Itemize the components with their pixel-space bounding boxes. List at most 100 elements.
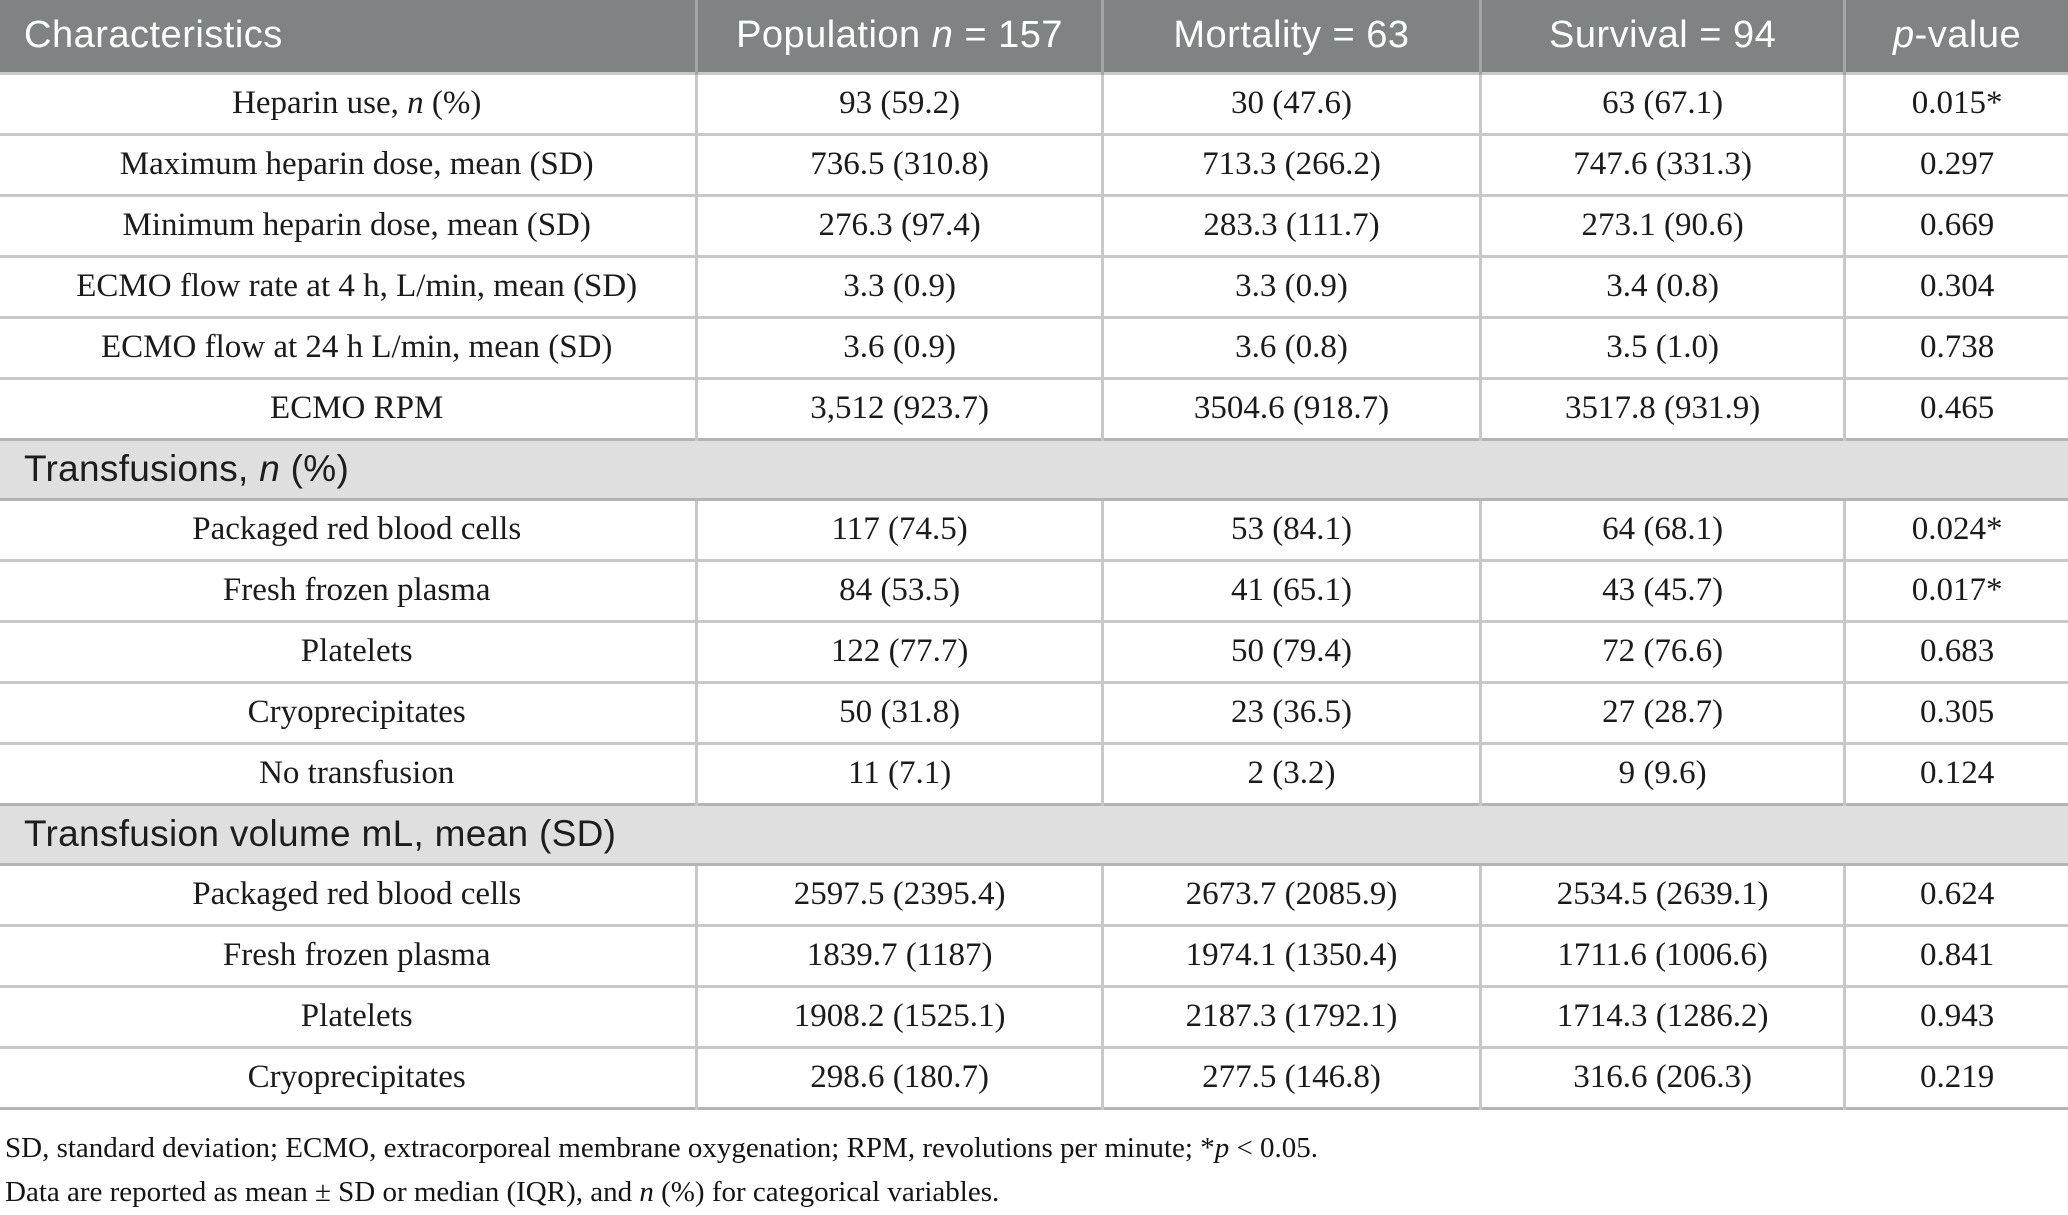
table-row: ECMO RPM 3,512 (923.7) 3504.6 (918.7) 3517.…	[0, 376, 2068, 439]
table-row: Maximum heparin dose, mean (SD) 736.5 (31…	[0, 132, 2068, 195]
value-cell: 3517.8 (931.9)	[1479, 376, 1845, 439]
value-cell: 283.3 (111.7)	[1100, 193, 1481, 256]
table-row: Minimum heparin dose, mean (SD) 276.3 (97…	[0, 193, 2068, 256]
value-cell: 3.6 (0.9)	[695, 315, 1103, 378]
table-row: Fresh frozen plasma 84 (53.5) 41 (65.1) 43 …	[0, 558, 2068, 621]
row-label: Packaged red blood cells	[0, 862, 697, 925]
section-header-row: Transfusions, n (%)	[0, 437, 2068, 501]
row-label: Platelets	[0, 984, 697, 1047]
value-cell: 0.015*	[1843, 71, 2068, 134]
value-cell: 72 (76.6)	[1479, 619, 1845, 682]
value-cell: 0.683	[1843, 619, 2068, 682]
row-label: Platelets	[0, 619, 697, 682]
value-cell: 0.124	[1843, 741, 2068, 804]
value-cell: 53 (84.1)	[1100, 497, 1481, 560]
row-label: ECMO RPM	[0, 376, 697, 439]
value-cell: 50 (31.8)	[695, 680, 1103, 743]
value-cell: 0.669	[1843, 193, 2068, 256]
value-cell: 2187.3 (1792.1)	[1100, 984, 1481, 1047]
table-row: Cryoprecipitates 298.6 (180.7) 277.5 (146.…	[0, 1045, 2068, 1108]
value-cell: 84 (53.5)	[695, 558, 1103, 621]
characteristics-table: Characteristics Population n = 157 Morta…	[0, 0, 2068, 1110]
value-cell: 3504.6 (918.7)	[1100, 376, 1481, 439]
value-cell: 273.1 (90.6)	[1479, 193, 1845, 256]
table-row: Platelets 122 (77.7) 50 (79.4) 72 (76.6) 0.6…	[0, 619, 2068, 682]
col-header-mortality: Mortality = 63	[1100, 0, 1481, 73]
value-cell: 117 (74.5)	[695, 497, 1103, 560]
value-cell: 276.3 (97.4)	[695, 193, 1103, 256]
row-label: ECMO flow rate at 4 h, L/min, mean (SD)	[0, 254, 697, 317]
value-cell: 0.304	[1843, 254, 2068, 317]
table-row: Cryoprecipitates 50 (31.8) 23 (36.5) 27 (28…	[0, 680, 2068, 743]
value-cell: 93 (59.2)	[695, 71, 1103, 134]
table-row: Packaged red blood cells 117 (74.5) 53 (84…	[0, 497, 2068, 560]
table-row: Fresh frozen plasma 1839.7 (1187) 1974.1 (…	[0, 923, 2068, 986]
footnote-abbreviations: SD, standard deviation; ECMO, extracorpo…	[5, 1131, 1319, 1164]
value-cell: 1974.1 (1350.4)	[1100, 923, 1481, 986]
value-cell: 3.6 (0.8)	[1100, 315, 1481, 378]
value-cell: 0.305	[1843, 680, 2068, 743]
value-cell: 63 (67.1)	[1479, 71, 1845, 134]
value-cell: 122 (77.7)	[695, 619, 1103, 682]
value-cell: 23 (36.5)	[1100, 680, 1481, 743]
row-label: Cryoprecipitates	[0, 680, 697, 743]
value-cell: 2597.5 (2395.4)	[695, 862, 1103, 925]
value-cell: 298.6 (180.7)	[695, 1045, 1103, 1108]
value-cell: 41 (65.1)	[1100, 558, 1481, 621]
value-cell: 3,512 (923.7)	[695, 376, 1103, 439]
row-label: Cryoprecipitates	[0, 1045, 697, 1108]
col-header-population: Population n = 157	[695, 0, 1103, 73]
value-cell: 11 (7.1)	[695, 741, 1103, 804]
row-label: Fresh frozen plasma	[0, 558, 697, 621]
value-cell: 9 (9.6)	[1479, 741, 1845, 804]
table-header-row: Characteristics Population n = 157 Morta…	[0, 0, 2068, 73]
col-header-characteristics: Characteristics	[0, 0, 697, 73]
value-cell: 713.3 (266.2)	[1100, 132, 1481, 195]
table-row: Packaged red blood cells 2597.5 (2395.4) 2…	[0, 862, 2068, 925]
table-body: Heparin use, n (%) 93 (59.2) 30 (47.6) 63 (…	[0, 71, 2068, 1108]
value-cell: 64 (68.1)	[1479, 497, 1845, 560]
table-row: No transfusion 11 (7.1) 2 (3.2) 9 (9.6) 0.12…	[0, 741, 2068, 804]
col-header-survival: Survival = 94	[1479, 0, 1845, 73]
row-label: ECMO flow at 24 h L/min, mean (SD)	[0, 315, 697, 378]
value-cell: 2534.5 (2639.1)	[1479, 862, 1845, 925]
table-row: ECMO flow at 24 h L/min, mean (SD) 3.6 (0…	[0, 315, 2068, 378]
header-text: Mortality = 63	[1173, 14, 1410, 57]
row-label: Minimum heparin dose, mean (SD)	[0, 193, 697, 256]
value-cell: 3.4 (0.8)	[1479, 254, 1845, 317]
value-cell: 0.465	[1843, 376, 2068, 439]
table-footnotes: SD, standard deviation; ECMO, extracorpo…	[0, 1110, 2068, 1215]
table-row: Platelets 1908.2 (1525.1) 2187.3 (1792.1) 1…	[0, 984, 2068, 1047]
header-text: Characteristics	[24, 14, 283, 57]
value-cell: 1839.7 (1187)	[695, 923, 1103, 986]
value-cell: 277.5 (146.8)	[1100, 1045, 1481, 1108]
value-cell: 0.624	[1843, 862, 2068, 925]
value-cell: 43 (45.7)	[1479, 558, 1845, 621]
section-header-label: Transfusions, n (%)	[0, 437, 2068, 501]
value-cell: 3.5 (1.0)	[1479, 315, 1845, 378]
value-cell: 316.6 (206.3)	[1479, 1045, 1845, 1108]
row-label: Packaged red blood cells	[0, 497, 697, 560]
row-label: Maximum heparin dose, mean (SD)	[0, 132, 697, 195]
value-cell: 1908.2 (1525.1)	[695, 984, 1103, 1047]
value-cell: 3.3 (0.9)	[1100, 254, 1481, 317]
value-cell: 3.3 (0.9)	[695, 254, 1103, 317]
footnote-data-reporting: Data are reported as mean ± SD or median…	[5, 1176, 1000, 1209]
value-cell: 0.024*	[1843, 497, 2068, 560]
value-cell: 0.017*	[1843, 558, 2068, 621]
header-text: Survival = 94	[1549, 14, 1777, 57]
value-cell: 1711.6 (1006.6)	[1479, 923, 1845, 986]
value-cell: 0.297	[1843, 132, 2068, 195]
section-header-label: Transfusion volume mL, mean (SD)	[0, 802, 2068, 866]
value-cell: 0.219	[1843, 1045, 2068, 1108]
value-cell: 2673.7 (2085.9)	[1100, 862, 1481, 925]
value-cell: 0.943	[1843, 984, 2068, 1047]
value-cell: 0.738	[1843, 315, 2068, 378]
value-cell: 1714.3 (1286.2)	[1479, 984, 1845, 1047]
section-header-row: Transfusion volume mL, mean (SD)	[0, 802, 2068, 866]
table-row: ECMO flow rate at 4 h, L/min, mean (SD) 3…	[0, 254, 2068, 317]
value-cell: 0.841	[1843, 923, 2068, 986]
row-label: No transfusion	[0, 741, 697, 804]
value-cell: 736.5 (310.8)	[695, 132, 1103, 195]
header-text: Population	[736, 14, 932, 57]
